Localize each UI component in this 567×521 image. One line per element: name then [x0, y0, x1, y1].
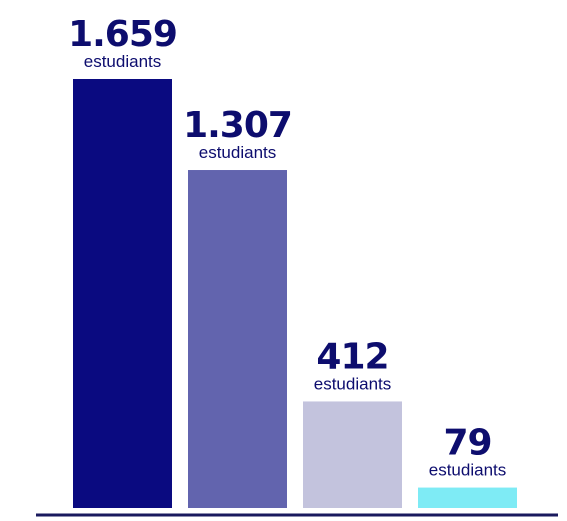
bar-3	[303, 401, 402, 508]
bar-4	[418, 487, 517, 508]
bar-1	[73, 79, 172, 508]
bars-group	[73, 79, 517, 509]
unit-label-2: estudiants	[199, 143, 277, 162]
unit-label-4: estudiants	[429, 461, 507, 480]
bar-2	[188, 170, 287, 509]
unit-label-3: estudiants	[314, 374, 392, 393]
value-label-1: 1.659	[68, 14, 177, 55]
value-label-4: 79	[443, 423, 491, 464]
value-label-2: 1.307	[183, 105, 292, 146]
unit-label-1: estudiants	[84, 52, 162, 71]
value-label-3: 412	[316, 336, 388, 377]
labels-group: 1.659estudiants1.307estudiants412estudia…	[68, 14, 506, 480]
